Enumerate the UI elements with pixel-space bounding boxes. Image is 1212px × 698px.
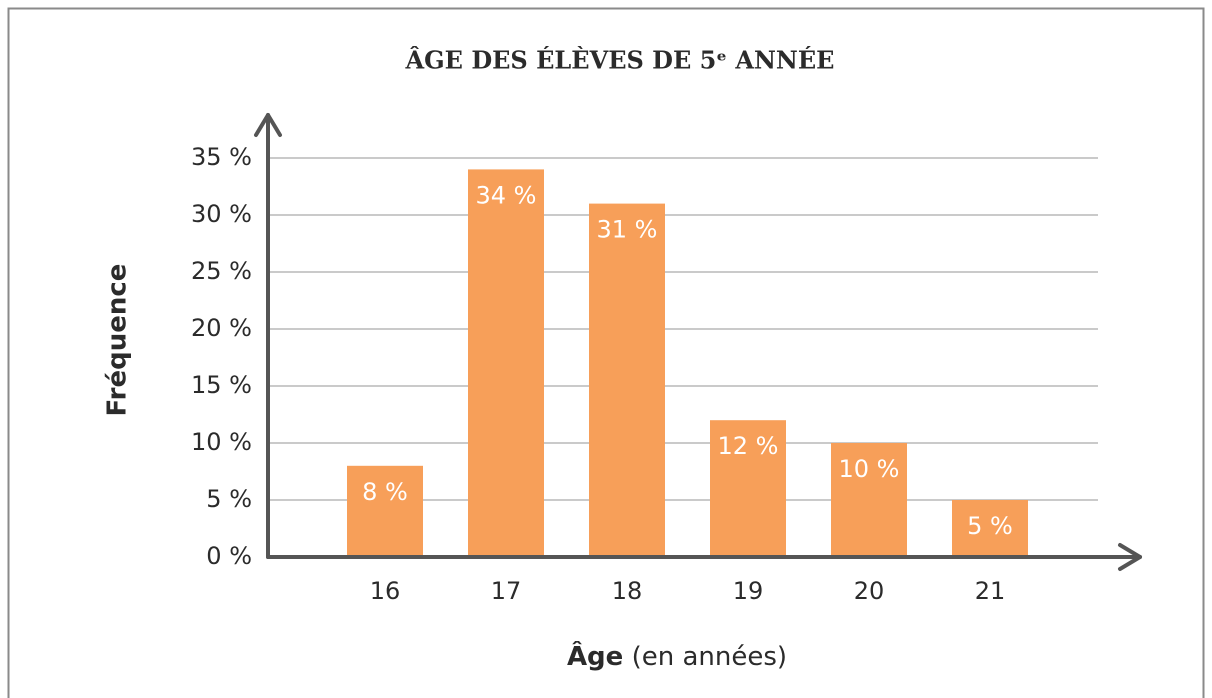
x-axis-arrow <box>1118 543 1142 571</box>
bar <box>710 420 786 557</box>
y-tick-label: 10 % <box>191 428 252 456</box>
x-tick-label: 21 <box>975 577 1006 605</box>
x-tick-label: 20 <box>854 577 885 605</box>
x-axis-title: Âge (en années) <box>567 640 787 672</box>
value-label: 12 % <box>718 432 779 460</box>
x-tick-label: 19 <box>733 577 764 605</box>
value-label: 5 % <box>967 512 1013 540</box>
y-axis-title: Fréquence <box>103 264 133 417</box>
y-tick-label: 5 % <box>206 485 252 513</box>
axes <box>254 113 1142 571</box>
y-tick-label: 15 % <box>191 371 252 399</box>
y-tick-label: 25 % <box>191 257 252 285</box>
x-tick-label: 17 <box>491 577 522 605</box>
bar <box>347 465 423 557</box>
x-tick-label: 18 <box>612 577 643 605</box>
x-axis-title-main: Âge <box>567 640 623 672</box>
frame <box>7 7 1205 698</box>
chart-title: ÂGE DES ÉLÈVES DE 5ᵉ ANNÉE <box>405 46 835 75</box>
value-label: 8 % <box>362 478 408 506</box>
y-axis-arrow <box>254 113 282 137</box>
bar <box>589 203 665 557</box>
bar <box>831 443 907 557</box>
bars <box>347 169 1028 557</box>
bar <box>468 169 544 557</box>
y-tick-label: 20 % <box>191 314 252 342</box>
y-tick-label: 0 % <box>206 542 252 570</box>
y-tick-label: 30 % <box>191 200 252 228</box>
y-tick-label: 35 % <box>191 143 252 171</box>
value-label: 10 % <box>839 455 900 483</box>
value-label: 34 % <box>476 181 537 209</box>
x-tick-label: 16 <box>370 577 401 605</box>
x-axis-title-unit: (en années) <box>632 642 787 672</box>
value-label: 31 % <box>597 216 658 244</box>
bar <box>952 500 1028 557</box>
